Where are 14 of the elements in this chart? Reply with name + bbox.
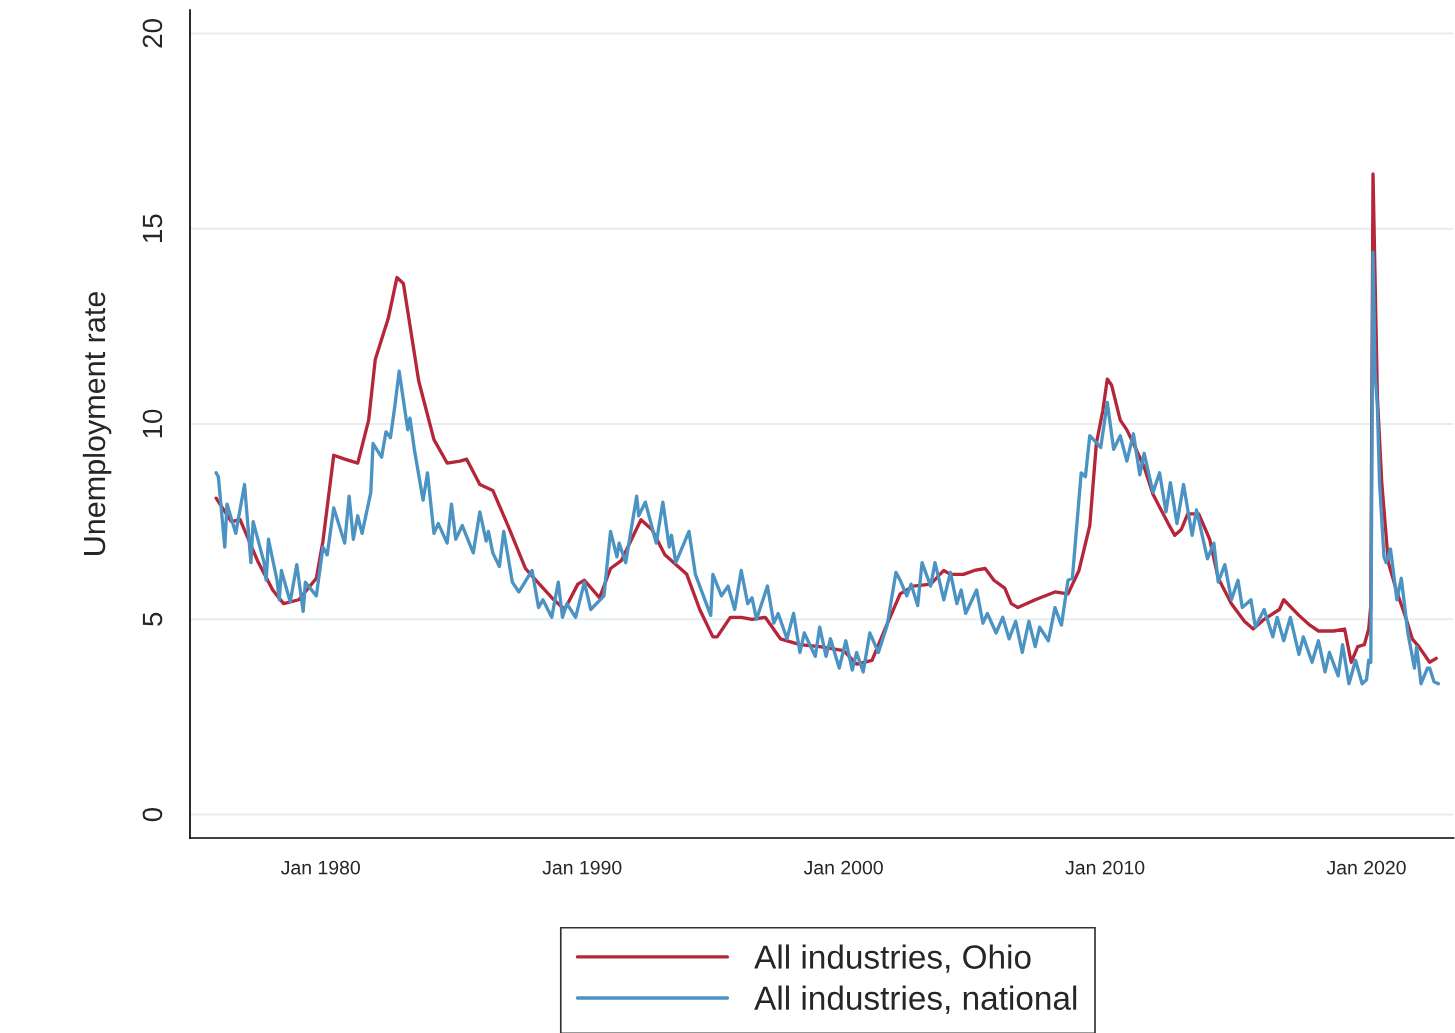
y-axis-title: Unemployment rate (82, 292, 112, 555)
x-tick-label: Jan 2010 (1065, 860, 1145, 875)
x-tick-label: Jan 1990 (542, 860, 622, 875)
y-tick-label: 10 (142, 409, 163, 438)
y-tick-label: 0 (142, 807, 163, 822)
x-tick-label: Jan 2020 (1326, 860, 1406, 875)
y-tick-label: 5 (142, 612, 163, 626)
legend-label: All industries, Ohio (754, 944, 1031, 973)
x-tick-label: Jan 1980 (281, 860, 360, 875)
y-tick-label: 15 (142, 214, 163, 243)
legend-label: All industries, national (754, 985, 1077, 1014)
y-tick-label: 20 (142, 19, 163, 48)
x-tick-label: Jan 2000 (803, 860, 883, 875)
line-series (214, 250, 1441, 686)
